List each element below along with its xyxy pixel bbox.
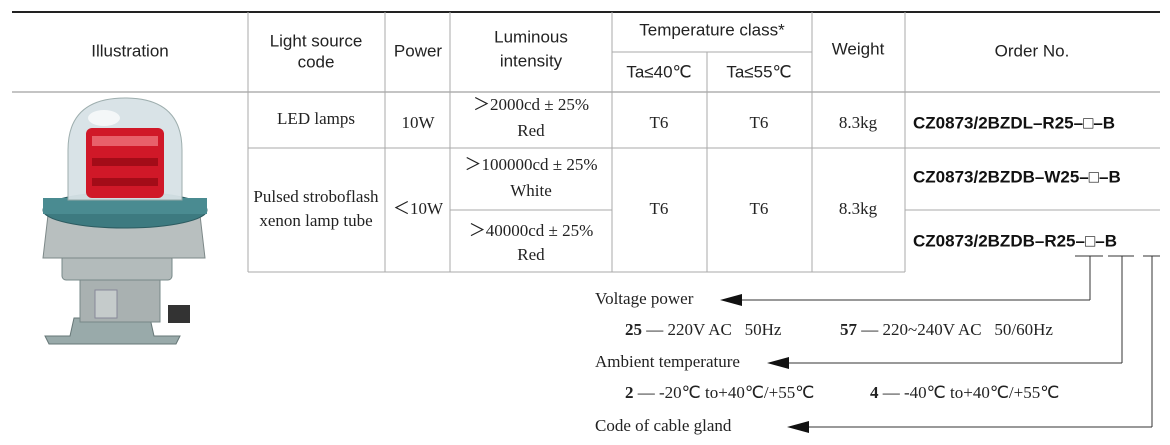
- legend-option: 25 — 220V AC 50Hz: [625, 320, 782, 339]
- header-cell: Luminous: [494, 27, 568, 46]
- legend-option: 4 — -40℃ to+40℃/+55℃: [870, 383, 1059, 402]
- lamp-illustration: [42, 97, 208, 345]
- header-cell: Temperature class*: [639, 20, 785, 39]
- legend-option: 57 — 220~240V AC 50/60Hz: [840, 320, 1053, 339]
- cell: White: [510, 181, 552, 200]
- row-pulsed: Pulsed stroboflash xenon lamp tube ＜10W …: [253, 155, 1120, 264]
- legend: Voltage power 25 — 220V AC 50Hz 57 — 220…: [595, 289, 1059, 435]
- header-cell: code: [298, 52, 335, 71]
- cell: Red: [517, 245, 545, 264]
- legend-label: Ambient temperature: [595, 352, 740, 371]
- row-led: LED lamps 10W ＞2000cd ± 25% Red T6 T6 8.…: [277, 95, 1115, 140]
- cell: T6: [750, 199, 769, 218]
- header: Illustration Light source code Power Lum…: [91, 20, 1069, 81]
- header-cell: Power: [394, 41, 443, 60]
- cell: 10W: [401, 113, 435, 132]
- cell: xenon lamp tube: [259, 211, 372, 230]
- cell: Pulsed stroboflash: [253, 187, 379, 206]
- header-cell: Illustration: [91, 41, 168, 60]
- cell: ＞100000cd ± 25%: [464, 155, 597, 174]
- header-cell: Ta≤40℃: [626, 62, 691, 81]
- cell: T6: [650, 199, 669, 218]
- order-code: CZ0873/2BZDL–R25–□–B: [913, 113, 1115, 132]
- order-code: CZ0873/2BZDB–R25–□–B: [913, 231, 1117, 250]
- cell: ＜10W: [393, 199, 444, 218]
- table-grid: [12, 11, 1160, 273]
- header-cell: Ta≤55℃: [726, 62, 791, 81]
- cell: ＞40000cd ± 25%: [469, 221, 594, 240]
- cell: Red: [517, 121, 545, 140]
- header-cell: Order No.: [995, 41, 1070, 60]
- cell: 8.3kg: [839, 113, 878, 132]
- cell: LED lamps: [277, 109, 355, 128]
- cell: ＞2000cd ± 25%: [473, 95, 589, 114]
- header-cell: Light source: [270, 31, 363, 50]
- cell: T6: [750, 113, 769, 132]
- header-cell: Weight: [832, 39, 885, 58]
- legend-option: 2 — -20℃ to+40℃/+55℃: [625, 383, 814, 402]
- header-cell: intensity: [500, 51, 563, 70]
- legend-label: Voltage power: [595, 289, 694, 308]
- order-code: CZ0873/2BZDB–W25–□–B: [913, 167, 1121, 186]
- connectors: [720, 255, 1160, 433]
- cell: T6: [650, 113, 669, 132]
- legend-label: Code of cable gland: [595, 416, 732, 435]
- cell: 8.3kg: [839, 199, 878, 218]
